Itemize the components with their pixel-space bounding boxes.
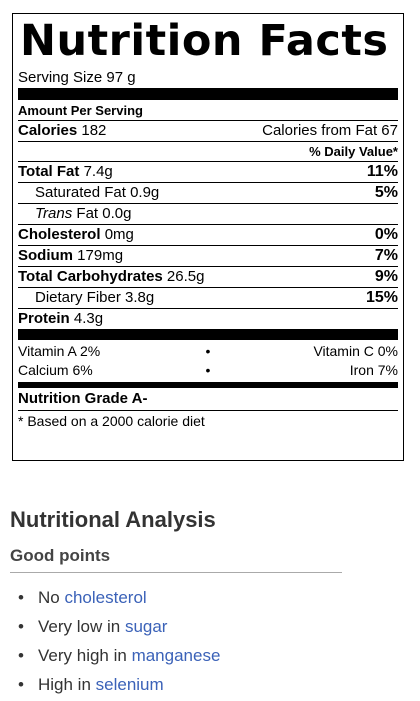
serving-size: Serving Size 97 g (18, 69, 136, 86)
bullet-icon: • (18, 617, 24, 636)
list-item: • High in selenium (10, 670, 342, 699)
saturated-fat-row: Saturated Fat 0.9g 5% (18, 182, 398, 203)
amount-per-serving: Amount Per Serving (18, 103, 143, 118)
nutrition-grade: Nutrition Grade A- (18, 382, 398, 410)
label-title: Nutrition Facts (20, 16, 389, 66)
total-carbs-pct: 9% (374, 268, 398, 285)
nutrition-facts-label: Nutrition Facts Serving Size 97 g Amount… (12, 13, 404, 461)
list-item: • Very high in manganese (10, 641, 342, 670)
vitamin-row: Vitamin A 2% • Vitamin C 0% (18, 343, 398, 359)
protein-row: Protein 4.3g (18, 308, 398, 329)
thick-divider (18, 329, 398, 340)
link-sugar[interactable]: sugar (124, 617, 168, 636)
dietary-fiber-row: Dietary Fiber 3.8g 15% (18, 287, 398, 308)
link-cholesterol[interactable]: cholesterol (64, 588, 147, 607)
total-fat-pct: 11% (366, 163, 398, 180)
cholesterol-row: Cholesterol 0mg 0% (18, 224, 398, 243)
bullet-icon: • (18, 646, 24, 665)
total-carbs-row: Total Carbohydrates 26.5g 9% (18, 266, 398, 285)
calories-from-fat: Calories from Fat 67 (262, 122, 398, 139)
analysis-subtitle: Good points (10, 544, 342, 573)
link-manganese[interactable]: manganese (131, 646, 221, 665)
footnote: * Based on a 2000 calorie diet (18, 410, 398, 431)
trans-fat-row: Trans Fat 0.0g (18, 203, 398, 224)
calories-label: Calories (18, 122, 78, 139)
analysis-title: Nutritional Analysis (10, 507, 216, 532)
saturated-fat-pct: 5% (374, 184, 398, 201)
list-item: • Very low in sugar (10, 612, 342, 641)
link-selenium[interactable]: selenium (95, 675, 164, 694)
list-item: • No cholesterol (10, 583, 342, 612)
daily-value-header: % Daily Value* (18, 141, 398, 161)
dietary-fiber-pct: 15% (365, 289, 398, 306)
thick-divider (18, 88, 398, 100)
bullet-icon: • (18, 675, 24, 694)
cholesterol-pct: 0% (374, 226, 398, 243)
total-fat-row: Total Fat 7.4g 11% (18, 161, 398, 180)
nutritional-analysis: Nutritional Analysis Good points • No cho… (10, 505, 342, 699)
vitamin-row: Calcium 6% • Iron 7% (18, 362, 398, 378)
good-points-list: • No cholesterol • Very low in sugar • Very… (10, 583, 342, 699)
bullet-icon: • (18, 588, 24, 607)
sodium-row: Sodium 179mg 7% (18, 245, 398, 264)
calories-value: 182 (81, 122, 107, 139)
calories-row: Calories 182 Calories from Fat 67 (18, 120, 398, 141)
sodium-pct: 7% (374, 247, 398, 264)
